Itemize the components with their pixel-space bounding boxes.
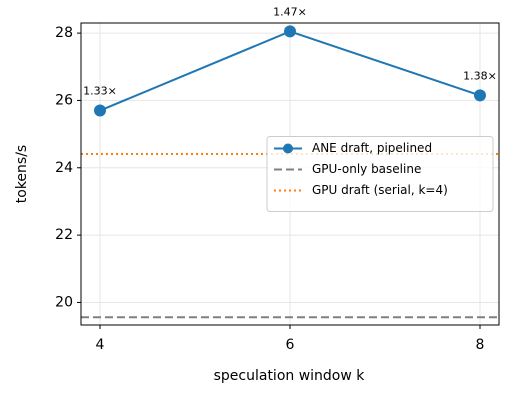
- x-axis-label: speculation window k: [214, 368, 366, 384]
- y-axis-label: tokens/s: [14, 145, 30, 203]
- point: [474, 89, 486, 102]
- legend-marker: [283, 143, 293, 154]
- legend-label: ANE draft, pipelined: [312, 141, 432, 155]
- plot-frame: [80, 22, 500, 326]
- y-tick-label: 28: [55, 25, 73, 41]
- value-label: 1.47×: [273, 5, 307, 18]
- value-label: 1.33×: [83, 85, 117, 98]
- legend-label: GPU draft (serial, k=4): [312, 183, 448, 197]
- y-tick-label: 22: [55, 227, 73, 243]
- x-tick-label: 4: [96, 337, 105, 353]
- x-tick-label: 6: [286, 337, 295, 353]
- legend-box: [266, 136, 494, 212]
- y-tick-label: 24: [55, 160, 73, 176]
- legend: ANE draft, pipelined GPU-only baseline GPU…: [266, 136, 494, 212]
- y-tick-label: 26: [55, 92, 73, 108]
- legend-label: GPU-only baseline: [312, 162, 421, 176]
- x-tick-label: 8: [476, 337, 485, 353]
- point: [284, 25, 296, 38]
- point: [94, 104, 106, 117]
- y-tick-label: 20: [55, 294, 73, 310]
- value-label: 1.38×: [463, 69, 497, 82]
